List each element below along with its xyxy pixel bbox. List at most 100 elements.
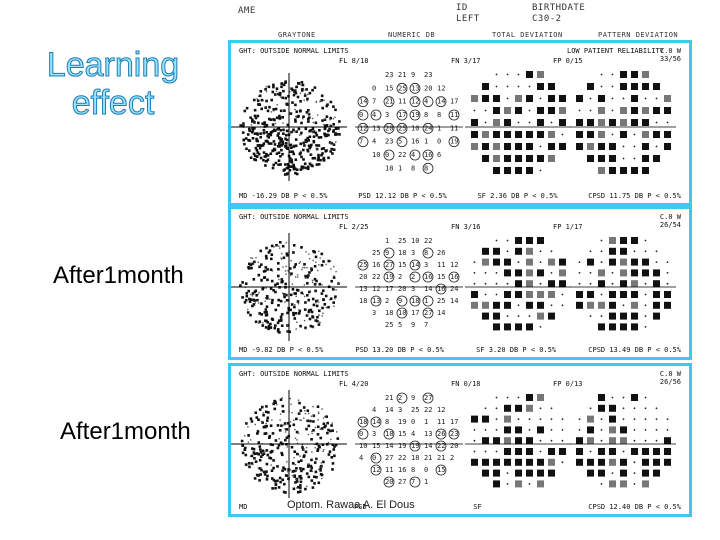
fixation-losses: FL 8/18 (339, 57, 369, 65)
camera-value-2: 26/56 (659, 378, 681, 386)
visual-field-panel-3: GHT: OUTSIDE NORMAL LIMITS FL 4/20 FN 0/18… (228, 363, 692, 517)
corrected-psd-value: 13.49 DB P < 0.5% (609, 346, 681, 354)
svg-text:22: 22 (372, 273, 380, 281)
svg-text:27: 27 (385, 454, 393, 462)
svg-text:14: 14 (450, 297, 458, 305)
svg-text:21: 21 (398, 71, 406, 79)
svg-text:22: 22 (398, 151, 406, 159)
svg-text:21: 21 (424, 454, 432, 462)
svg-text:16: 16 (437, 285, 445, 293)
camera-value-1: C.0 W (659, 213, 681, 221)
svg-text:17: 17 (385, 285, 393, 293)
svg-text:15: 15 (398, 261, 406, 269)
svg-text:18: 18 (359, 297, 367, 305)
svg-text:18: 18 (359, 418, 367, 426)
svg-text:8: 8 (411, 164, 415, 172)
mean-deviation-value: -16.29 DB P < 0.5% (251, 192, 328, 200)
mean-deviation-label: MD (239, 346, 248, 354)
svg-text:9: 9 (385, 249, 389, 257)
fixation-losses: FL 4/20 (339, 380, 369, 388)
svg-text:8: 8 (437, 111, 441, 119)
svg-text:11: 11 (450, 124, 458, 132)
svg-text:18: 18 (385, 309, 393, 317)
report-id: ID (456, 3, 468, 13)
svg-text:7: 7 (372, 98, 376, 106)
svg-text:24: 24 (450, 285, 458, 293)
svg-text:25: 25 (398, 124, 406, 132)
false-positive: FP 0/15 (553, 57, 583, 65)
svg-text:17: 17 (450, 98, 458, 106)
svg-text:18: 18 (385, 164, 393, 172)
svg-text:10: 10 (359, 442, 367, 450)
svg-text:16: 16 (372, 261, 380, 269)
column-header-graytone: GRAYTONE (278, 31, 316, 39)
svg-text:25: 25 (398, 84, 406, 92)
short-fluctuation: SF 2.36 DB P < 0.5% (477, 192, 557, 200)
pattern-std-deviation-value: 12.12 DB P < 0.5% (375, 192, 447, 200)
svg-text:18: 18 (385, 430, 393, 438)
svg-text:11: 11 (437, 261, 445, 269)
false-negative: FN 3/16 (451, 223, 481, 231)
svg-text:7: 7 (411, 478, 415, 486)
false-positive: FP 0/13 (553, 380, 583, 388)
svg-text:25: 25 (359, 261, 367, 269)
svg-text:6: 6 (437, 151, 441, 159)
svg-text:2: 2 (411, 273, 415, 281)
pattern-std-deviation-label: PSD (358, 192, 371, 200)
svg-text:11: 11 (385, 466, 393, 474)
svg-text:17: 17 (398, 111, 406, 119)
mean-deviation-value: -9.82 DB P < 0.5% (251, 346, 324, 354)
svg-text:19: 19 (450, 138, 458, 146)
short-fluctuation: SF (473, 503, 481, 511)
svg-text:15: 15 (372, 442, 380, 450)
svg-text:0: 0 (424, 466, 428, 474)
svg-text:16: 16 (411, 138, 419, 146)
svg-text:27: 27 (424, 394, 432, 402)
svg-text:1: 1 (385, 237, 389, 245)
svg-text:1: 1 (424, 418, 428, 426)
svg-text:19: 19 (398, 442, 406, 450)
visual-field-panel-1: GHT: OUTSIDE NORMAL LIMITS FL 8/18 FN 3/17… (228, 40, 692, 206)
corrected-psd-label: CPSD (588, 192, 606, 200)
pattern-std-deviation-label: PSD (355, 346, 369, 354)
global-indices: MD -16.29 DB P < 0.5% PSD 12.12 DB P < 0.… (239, 192, 681, 200)
corrected-psd-label: CPSD (588, 503, 606, 511)
svg-text:11: 11 (450, 111, 458, 119)
svg-text:19: 19 (398, 418, 406, 426)
svg-text:24: 24 (424, 124, 432, 132)
svg-text:27: 27 (424, 309, 432, 317)
svg-text:15: 15 (385, 84, 393, 92)
svg-text:8: 8 (424, 111, 428, 119)
svg-text:3: 3 (411, 249, 415, 257)
svg-text:12: 12 (411, 98, 419, 106)
side-label-first: After1month (53, 262, 184, 289)
svg-text:1: 1 (437, 124, 441, 132)
svg-text:1: 1 (424, 297, 428, 305)
svg-text:2: 2 (398, 273, 402, 281)
svg-text:9: 9 (411, 71, 415, 79)
credit-text: Optom. Rawaa A. El Dous (287, 499, 415, 511)
svg-text:27: 27 (398, 478, 406, 486)
svg-text:1: 1 (424, 478, 428, 486)
svg-text:26: 26 (437, 249, 445, 257)
reliability-note: LOW PATIENT RELIABILITY (567, 47, 664, 55)
svg-text:23: 23 (385, 138, 393, 146)
svg-text:23: 23 (385, 71, 393, 79)
svg-text:21: 21 (437, 454, 445, 462)
svg-text:27: 27 (385, 261, 393, 269)
svg-text:0: 0 (385, 151, 389, 159)
report-test: C30-2 (532, 14, 562, 24)
short-fluctuation: SF 3.20 DB P < 0.5% (476, 346, 556, 354)
svg-text:5: 5 (398, 321, 402, 329)
svg-text:25: 25 (385, 321, 393, 329)
camera-value-2: 33/56 (659, 55, 681, 63)
svg-text:2: 2 (385, 297, 389, 305)
svg-text:3: 3 (398, 406, 402, 414)
visual-field-panel-2: GHT: OUTSIDE NORMAL LIMITS FL 2/25 FN 3/16… (228, 206, 692, 360)
svg-text:13: 13 (359, 285, 367, 293)
pattern-std-deviation: PSD (354, 503, 367, 511)
svg-text:11: 11 (437, 418, 445, 426)
camera-values: C.0 W 26/56 (660, 370, 681, 386)
svg-text:19: 19 (411, 111, 419, 119)
